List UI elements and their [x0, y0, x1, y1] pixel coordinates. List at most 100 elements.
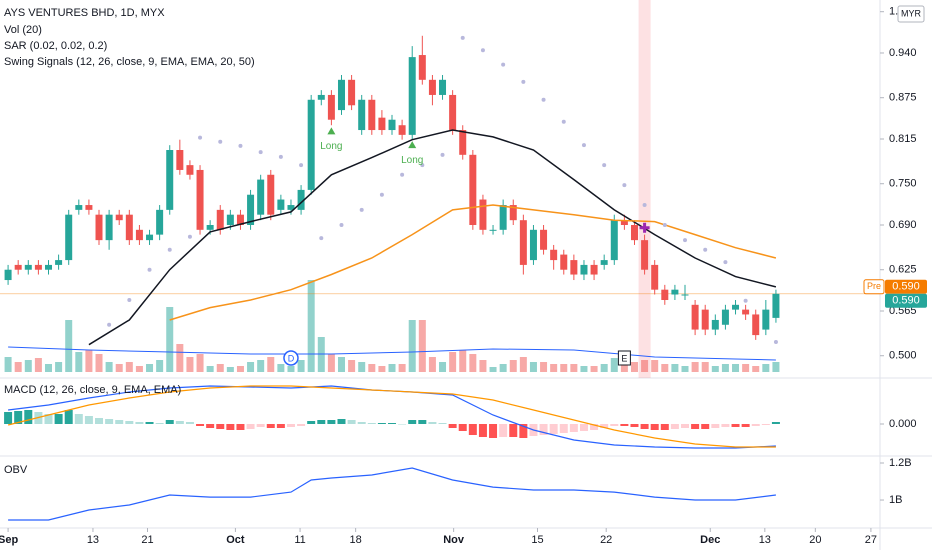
macd-histogram-bar [559, 424, 568, 433]
candle-body [620, 220, 628, 225]
sar-dot [379, 192, 384, 197]
volume-bar [681, 366, 689, 372]
volume-bar [439, 362, 447, 372]
macd-histogram-bar [125, 421, 134, 424]
volume-bar [358, 362, 366, 372]
volume-bar [691, 362, 699, 372]
macd-histogram-bar [175, 421, 184, 424]
x-tick-label: 22 [600, 534, 612, 546]
y-tick-label: 0.565 [889, 305, 917, 317]
volume-bar [146, 364, 154, 372]
macd-histogram-bar [539, 424, 548, 435]
candle-body [247, 194, 255, 225]
sar-dot [400, 172, 405, 177]
volume-bar [267, 357, 275, 372]
sar-dot [258, 150, 263, 155]
swing-cross [639, 222, 650, 233]
volume-bar [560, 364, 568, 372]
candle-body [358, 99, 366, 131]
legend-label: SAR (0.02, 0.02, 0.2) [4, 40, 107, 52]
candle-body [75, 205, 83, 210]
candle-body [509, 205, 517, 221]
candle-body [166, 150, 174, 210]
volume-bar [247, 362, 255, 372]
volume-bar [196, 354, 204, 372]
moving-average-line [88, 129, 777, 346]
sar-dot [480, 48, 485, 53]
macd-histogram-bar [650, 424, 659, 430]
event-marker [283, 350, 299, 366]
candle-body [105, 214, 113, 241]
volume-bar [732, 364, 740, 372]
candle-body [156, 209, 164, 235]
volume-bar [418, 320, 426, 372]
volume-bar [4, 357, 12, 372]
macd-histogram-bar [286, 424, 295, 427]
macd-histogram-bar [327, 420, 336, 424]
volume-bar [348, 360, 356, 372]
macd-histogram-bar [438, 423, 447, 424]
x-tick-label: Oct [226, 534, 245, 546]
candle-body [125, 214, 133, 241]
macd-histogram-bar [206, 424, 215, 428]
volume-bar [337, 357, 345, 372]
volume-bar [651, 360, 659, 372]
volume-bar [671, 364, 679, 372]
y-tick-label: 0.815 [889, 133, 917, 145]
x-tick-label: 15 [531, 534, 543, 546]
candle-body [297, 189, 305, 210]
volume-bar [752, 366, 760, 372]
volume-bar [428, 357, 436, 372]
y-tick-label: 0.000 [889, 418, 917, 430]
sar-dot [773, 339, 778, 344]
volume-bar [236, 366, 244, 372]
sar-dot [238, 143, 243, 148]
macd-histogram-bar [670, 424, 679, 429]
macd-histogram-bar [640, 424, 649, 429]
y-tick-label: 1B [889, 494, 902, 506]
candle-body [115, 214, 123, 221]
macd-histogram-bar [367, 423, 376, 424]
candle-body [257, 179, 265, 215]
macd-histogram-bar [428, 422, 437, 424]
volume-bar [378, 366, 386, 372]
candle-body [135, 229, 143, 241]
macd-histogram-bar [64, 410, 73, 424]
candle-body [267, 174, 275, 215]
sar-dot [561, 119, 566, 124]
candle-body [752, 314, 760, 336]
y-tick-label: 0.875 [889, 92, 917, 104]
sar-dot [662, 223, 667, 227]
sar-dot [218, 139, 223, 144]
y-tick-label: 0.940 [889, 47, 917, 59]
candle-body [691, 304, 699, 330]
candle-body [307, 99, 315, 190]
macd-histogram-bar [751, 424, 760, 426]
candle-body [388, 119, 396, 131]
volume-bar [65, 320, 73, 372]
volume-bar [115, 364, 123, 372]
candle-body [196, 169, 204, 230]
y-tick-label: 1.2B [889, 457, 912, 469]
volume-bar [570, 364, 578, 372]
volume-bar [550, 364, 558, 372]
legend-label: Vol (20) [4, 24, 42, 36]
candle-body [176, 150, 184, 170]
volume-bar [661, 364, 669, 372]
macd-histogram-bar [196, 424, 205, 426]
volume-bar [408, 320, 416, 372]
volume-bar [55, 362, 63, 372]
candle-body [469, 154, 477, 225]
candle-body [570, 260, 578, 275]
sar-dot [339, 223, 344, 227]
candle-body [449, 94, 457, 131]
macd-histogram-bar [14, 411, 23, 424]
candle-body [489, 229, 497, 231]
macd-histogram-bar [155, 423, 164, 424]
currency-label: MYR [901, 8, 922, 18]
candle-body [550, 249, 558, 261]
volume-bar [459, 350, 467, 372]
macd-line [7, 385, 776, 448]
candle-body [226, 214, 234, 225]
